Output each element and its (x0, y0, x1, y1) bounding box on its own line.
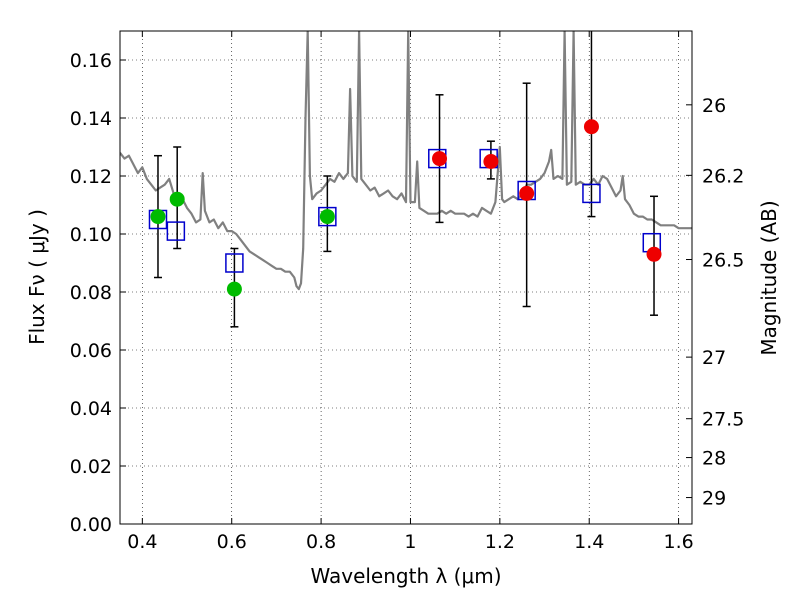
y-tick-label: 0.16 (70, 50, 112, 72)
right-tick-label: 27.5 (702, 409, 744, 431)
x-tick-label: 1.6 (663, 531, 693, 553)
right-tick-label: 29 (702, 488, 726, 510)
x-tick-label: 1 (404, 531, 416, 553)
optical-point (319, 209, 335, 225)
model-band-square (318, 206, 337, 227)
right-tick-label: 26.2 (702, 165, 744, 187)
model-spectrum-layer (120, 31, 692, 291)
y-tick-label: 0.08 (70, 282, 112, 304)
y-tick-label: 0.14 (70, 108, 112, 130)
infrared-point (583, 119, 599, 135)
optical-point (150, 209, 166, 225)
x-tick-label: 0.8 (306, 531, 336, 553)
optical-point (226, 281, 242, 297)
infrared-point (646, 246, 662, 262)
axis-ticks-layer: 0.4 0.6 0.8 1 1.2 1.4 1.6 0.00 0.02 0.04 0.06 0.08 0… (70, 31, 744, 553)
optical-point (169, 191, 185, 207)
y-tick-label: 0.06 (70, 340, 112, 362)
right-tick-label: 26.5 (702, 250, 744, 272)
y-axis-label: Flux Fν ( μJy ) (25, 209, 49, 345)
x-tick-label: 1.4 (574, 531, 604, 553)
x-tick-label: 0.6 (217, 531, 247, 553)
model-band-square (582, 183, 601, 204)
y-tick-label: 0.04 (70, 398, 112, 420)
right-axis-label: Magnitude (AB) (757, 200, 781, 355)
x-tick-label: 0.4 (127, 531, 157, 553)
x-tick-label: 1.2 (485, 531, 515, 553)
infrared-point (519, 185, 535, 201)
y-tick-label: 0.02 (70, 456, 112, 478)
right-tick-label: 26 (702, 95, 726, 117)
model-band-square (166, 221, 186, 241)
right-tick-label: 28 (702, 448, 726, 470)
right-tick-label: 27 (702, 347, 726, 369)
plot-frame (119, 30, 693, 525)
x-axis-label: Wavelength λ (μm) (310, 564, 501, 588)
infrared-point (432, 151, 448, 167)
y-tick-label: 0.10 (70, 224, 112, 246)
y-tick-label: 0.00 (70, 514, 112, 536)
data-points-layer (148, 119, 662, 297)
grid-lines (120, 31, 692, 525)
y-tick-label: 0.12 (70, 166, 112, 188)
infrared-point (483, 154, 499, 169)
model-band-square (225, 253, 244, 273)
model-spectrum-line (120, 31, 692, 291)
